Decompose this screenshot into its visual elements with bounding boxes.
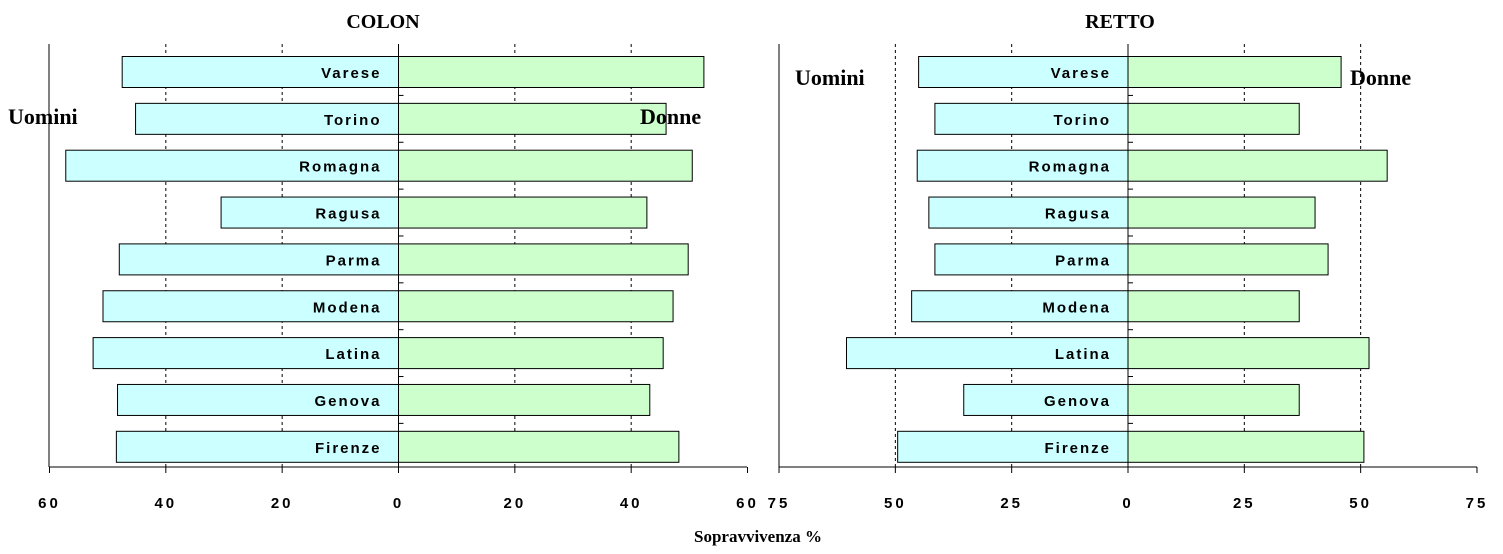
bar-women-genova: [1127, 383, 1300, 416]
bar-men-torino: [934, 102, 1129, 135]
chart-panel-retto: RETTO 75 50 25 0 25 50 75 Varese Torino Romagna Rag…: [768, 11, 1489, 512]
bar-women-latina: [1127, 337, 1370, 370]
bar-women-romagna: [398, 149, 693, 182]
category-label: Firenze: [315, 440, 382, 457]
bar-men-torino: [135, 102, 399, 135]
chart-title: COLON: [346, 11, 420, 33]
x-tick-label: 40: [154, 495, 177, 512]
x-tick-label: 75: [1466, 495, 1489, 512]
x-tick-label: 75: [768, 495, 791, 512]
bar-women-torino: [398, 102, 667, 135]
bar-women-parma: [398, 243, 689, 276]
category-label: Parma: [1055, 252, 1111, 269]
category-label: Latina: [325, 346, 381, 363]
bar-women-romagna: [1127, 149, 1388, 182]
x-tick-label: 60: [736, 495, 759, 512]
bar-women-varese: [398, 56, 705, 88]
bar-men-modena: [911, 290, 1129, 323]
chart-panel-colon: COLON 60 40 20 0 20 40 60 Varese Torino Romagna Rag…: [8, 11, 759, 512]
x-tick-label: 20: [271, 495, 294, 512]
category-label: Genova: [314, 393, 381, 410]
category-label: Ragusa: [1045, 206, 1111, 223]
bar-women-modena: [398, 290, 674, 323]
x-tick-label: 50: [884, 495, 907, 512]
category-label: Ragusa: [315, 206, 381, 223]
category-label: Latina: [1055, 346, 1111, 363]
x-tick-label: 0: [1122, 495, 1133, 512]
men-label: Uomini: [795, 65, 865, 90]
bar-men-genova: [117, 383, 399, 416]
bar-women-latina: [398, 337, 664, 370]
category-label: Modena: [1042, 299, 1111, 316]
bar-men-varese: [121, 56, 399, 88]
x-tick-label: 25: [1233, 495, 1256, 512]
x-tick-label: 60: [38, 495, 61, 512]
category-label: Genova: [1044, 393, 1111, 410]
bar-women-ragusa: [1127, 196, 1316, 229]
bar-men-varese: [918, 56, 1129, 88]
men-label: Uomini: [8, 104, 78, 129]
women-label: Donne: [1350, 65, 1411, 90]
x-tick-label: 40: [620, 495, 643, 512]
category-label: Torino: [1053, 112, 1111, 129]
bar-men-latina: [845, 337, 1129, 370]
bar-men-firenze: [115, 430, 400, 463]
bar-men-modena: [102, 290, 399, 323]
bar-women-modena: [1127, 290, 1300, 323]
bar-women-ragusa: [398, 196, 648, 229]
x-tick-label: 25: [1000, 495, 1023, 512]
category-label: Torino: [324, 112, 382, 129]
bar-women-firenze: [1127, 430, 1365, 463]
bar-men-firenze: [897, 430, 1129, 463]
category-label: Modena: [313, 299, 382, 316]
x-tick-label: 20: [503, 495, 526, 512]
category-label: Firenze: [1044, 440, 1111, 457]
bar-men-parma: [118, 243, 399, 276]
bar-men-ragusa: [220, 196, 399, 229]
bar-men-romagna: [916, 149, 1129, 182]
category-label: Romagna: [1029, 159, 1111, 176]
women-label: Donne: [640, 104, 701, 129]
x-axis-label: Sopravvivenza %: [694, 527, 822, 546]
chart-title: RETTO: [1085, 11, 1155, 33]
category-label: Romagna: [299, 159, 381, 176]
bar-women-genova: [398, 383, 651, 416]
category-label: Varese: [1051, 65, 1111, 82]
bar-women-torino: [1127, 102, 1300, 135]
category-label: Varese: [321, 65, 381, 82]
bar-women-varese: [1127, 56, 1342, 88]
bar-women-parma: [1127, 243, 1329, 276]
bar-women-firenze: [398, 430, 680, 463]
x-tick-label: 0: [393, 495, 404, 512]
x-tick-label: 50: [1349, 495, 1372, 512]
category-label: Parma: [326, 252, 382, 269]
bar-men-ragusa: [928, 196, 1129, 229]
